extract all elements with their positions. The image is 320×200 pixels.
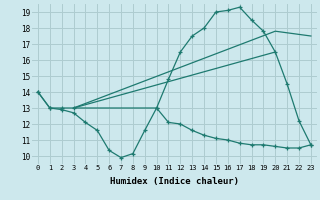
X-axis label: Humidex (Indice chaleur): Humidex (Indice chaleur) (110, 177, 239, 186)
